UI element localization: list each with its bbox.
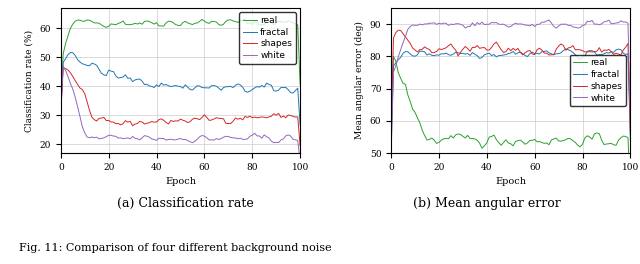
Line: white: white — [61, 66, 300, 161]
fractal — [203, 86, 211, 89]
fractal — [497, 54, 505, 57]
shapes — [394, 29, 402, 32]
fractal — [627, 139, 634, 142]
fractal — [239, 86, 246, 89]
white — [569, 25, 577, 29]
shapes — [203, 116, 211, 119]
Legend: real, fractal, shapes, white: real, fractal, shapes, white — [239, 12, 296, 64]
real — [236, 19, 244, 22]
shapes — [557, 42, 565, 45]
fractal — [387, 148, 395, 152]
Legend: real, fractal, shapes, white: real, fractal, shapes, white — [570, 55, 626, 106]
fractal — [57, 109, 65, 112]
Line: shapes: shapes — [61, 68, 300, 146]
white — [60, 65, 67, 68]
white — [404, 28, 412, 31]
real — [557, 140, 565, 143]
Line: real: real — [391, 56, 630, 196]
shapes — [449, 46, 457, 49]
shapes — [227, 122, 235, 125]
white — [119, 137, 127, 140]
Line: fractal: fractal — [391, 49, 630, 150]
white — [76, 115, 84, 118]
Line: real: real — [61, 19, 300, 107]
Text: (b) Mean angular error: (b) Mean angular error — [413, 197, 560, 210]
shapes — [500, 51, 508, 54]
shapes — [406, 42, 414, 45]
white — [447, 22, 455, 26]
fractal — [404, 50, 412, 53]
white — [296, 159, 304, 162]
real — [627, 194, 634, 197]
real — [449, 136, 457, 140]
white — [627, 119, 634, 122]
white — [57, 109, 65, 112]
white — [531, 25, 538, 28]
shapes — [569, 44, 577, 47]
shapes — [627, 133, 634, 136]
real — [390, 55, 397, 58]
real — [500, 141, 508, 144]
white — [387, 154, 395, 157]
shapes — [533, 48, 541, 51]
shapes — [76, 86, 84, 89]
white — [227, 136, 235, 139]
fractal — [296, 124, 304, 127]
shapes — [57, 112, 65, 115]
Line: shapes: shapes — [391, 30, 630, 134]
real — [200, 20, 208, 23]
real — [74, 18, 81, 22]
fractal — [170, 84, 177, 88]
real — [116, 21, 124, 24]
real — [387, 140, 395, 143]
fractal — [227, 85, 235, 88]
Text: Fig. 11: Comparison of four different background noise: Fig. 11: Comparison of four different ba… — [19, 243, 332, 253]
shapes — [239, 118, 246, 121]
fractal — [447, 54, 455, 57]
X-axis label: Epoch: Epoch — [495, 177, 526, 186]
Text: (a) Classification rate: (a) Classification rate — [117, 197, 254, 210]
shapes — [296, 144, 304, 147]
X-axis label: Epoch: Epoch — [165, 177, 196, 186]
shapes — [387, 130, 395, 134]
fractal — [67, 51, 74, 54]
white — [170, 138, 177, 141]
shapes — [60, 66, 67, 69]
fractal — [531, 52, 538, 55]
real — [533, 140, 541, 143]
fractal — [119, 76, 127, 79]
white — [545, 18, 553, 22]
fractal — [555, 52, 563, 55]
real — [167, 20, 175, 23]
real — [241, 17, 249, 21]
real — [57, 105, 65, 109]
white — [239, 138, 246, 141]
white — [557, 22, 565, 26]
real — [296, 83, 304, 86]
real — [406, 100, 414, 103]
fractal — [562, 47, 570, 50]
real — [225, 18, 232, 22]
white — [203, 136, 211, 139]
fractal — [569, 51, 577, 54]
Y-axis label: Classification rate (%): Classification rate (%) — [25, 30, 34, 131]
Y-axis label: Mean angular error (deg): Mean angular error (deg) — [355, 22, 364, 139]
fractal — [76, 60, 84, 64]
real — [569, 139, 577, 142]
white — [497, 23, 505, 26]
Line: fractal: fractal — [61, 53, 300, 125]
Line: white: white — [391, 20, 630, 155]
shapes — [170, 120, 177, 123]
shapes — [119, 122, 127, 125]
